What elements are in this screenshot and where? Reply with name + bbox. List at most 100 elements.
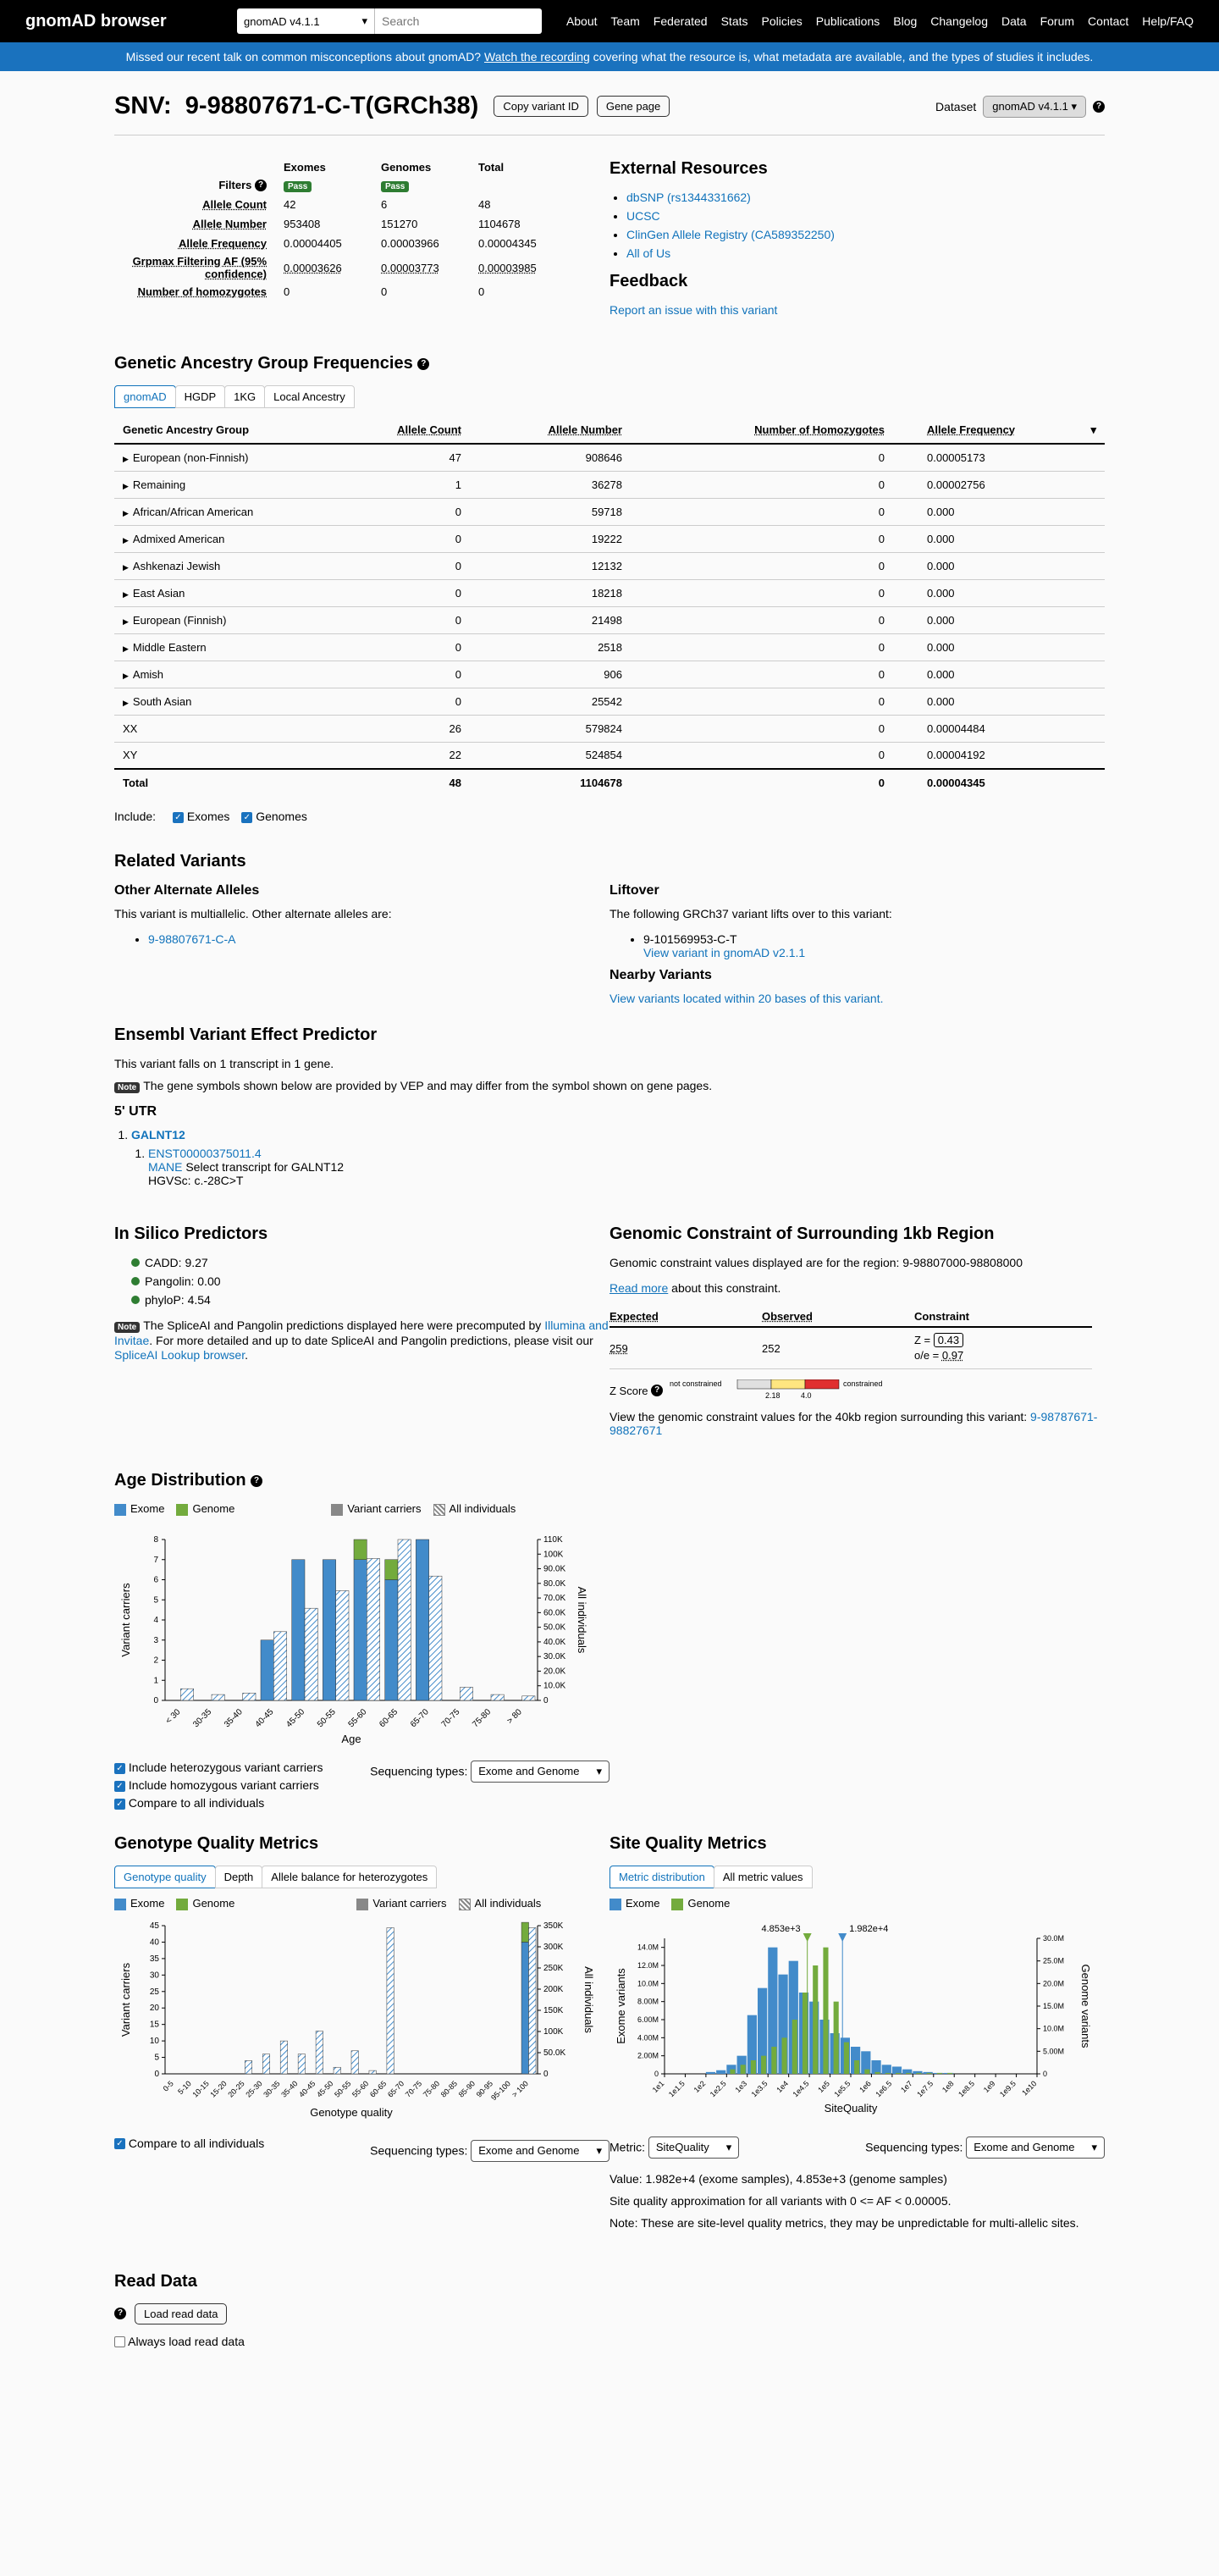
expand-icon[interactable]: ▶ [123, 698, 129, 707]
table-row[interactable]: ▶ Ashkenazi Jewish 0 12132 0 0.000 [114, 552, 1105, 580]
exomes-checkbox[interactable]: ✓ [172, 811, 184, 823]
nav-link-federated[interactable]: Federated [653, 14, 708, 28]
brand-logo[interactable]: gnomAD browser [25, 11, 167, 30]
seq-types-select[interactable]: Exome and Genome ▾ [471, 1760, 610, 1783]
expand-icon[interactable]: ▶ [123, 535, 129, 544]
other-allele-link[interactable]: 9-98807671-C-A [148, 932, 236, 946]
search-input[interactable] [375, 8, 542, 34]
tab-genotype-quality[interactable]: Genotype quality [114, 1865, 216, 1888]
dataset-dropdown-value: gnomAD v4.1.1 [992, 99, 1068, 113]
nav-link-policies[interactable]: Policies [761, 14, 803, 28]
tab-allele-balance-for-heterozygotes[interactable]: Allele balance for heterozygotes [262, 1865, 438, 1888]
help-icon[interactable]: ? [251, 1475, 263, 1488]
col-group[interactable]: Genetic Ancestry Group [114, 417, 326, 445]
region-link[interactable]: 9-98787671-98827671 [610, 1410, 1098, 1438]
gene-page-button[interactable]: Gene page [596, 96, 670, 117]
nav-link-publications[interactable]: Publications [815, 14, 880, 28]
help-icon[interactable]: ? [417, 357, 430, 370]
age-checkbox[interactable]: ✓ [114, 1762, 125, 1774]
read-more-link[interactable]: Read more [610, 1281, 669, 1295]
table-row[interactable]: ▶ Amish 0 906 0 0.000 [114, 661, 1105, 688]
col-homozygotes[interactable]: Number of Homozygotes [631, 417, 893, 445]
expand-icon[interactable]: ▶ [123, 562, 129, 572]
illumina-link[interactable]: Illumina and Invitae [114, 1318, 609, 1347]
predictor-item: Pangolin: 0.00 [131, 1274, 610, 1288]
external-link[interactable]: All of Us [626, 246, 671, 260]
tab-local-ancestry[interactable]: Local Ancestry [264, 385, 355, 408]
external-link[interactable]: dbSNP (rs1344331662) [626, 191, 751, 204]
table-row[interactable]: ▶ South Asian 0 25542 0 0.000 [114, 688, 1105, 716]
nav-link-changelog[interactable]: Changelog [930, 14, 989, 28]
x-tick-label: 65-70 [409, 1707, 431, 1729]
table-row[interactable]: ▶ African/African American 0 59718 0 0.000 [114, 498, 1105, 526]
banner-link[interactable]: Watch the recording [484, 50, 590, 64]
age-checkbox[interactable]: ✓ [114, 1780, 125, 1792]
y-tick-label: 8.00M [637, 1997, 659, 2005]
tab-depth[interactable]: Depth [214, 1865, 263, 1888]
expand-icon[interactable]: ▶ [123, 481, 129, 490]
table-row[interactable]: ▶ East Asian 0 18218 0 0.000 [114, 579, 1105, 607]
nav-link-blog[interactable]: Blog [893, 14, 918, 28]
external-link[interactable]: UCSC [626, 209, 660, 223]
gene-link[interactable]: GALNT12 [131, 1128, 185, 1142]
col-allele-number[interactable]: Allele Number [470, 417, 631, 445]
table-row[interactable]: ▶ Admixed American 0 19222 0 0.000 [114, 525, 1105, 553]
expand-icon[interactable]: ▶ [123, 454, 129, 463]
seq-types-select[interactable]: Exome and Genome ▾ [966, 2136, 1105, 2159]
nav-link-stats[interactable]: Stats [720, 14, 748, 28]
col-allele-count[interactable]: Allele Count [326, 417, 470, 445]
expand-icon[interactable]: ▶ [123, 589, 129, 599]
dataset-select[interactable]: gnomAD v4.1.1 ▾ [237, 8, 375, 34]
nav-link-team[interactable]: Team [610, 14, 640, 28]
nav-link-about[interactable]: About [565, 14, 598, 28]
y-right-tick-label: 30.0M [1043, 1934, 1064, 1943]
tab-hgdp[interactable]: HGDP [174, 385, 226, 408]
tab-1kg[interactable]: 1KG [224, 385, 266, 408]
bar-exome [384, 1579, 399, 1701]
expand-icon[interactable]: ▶ [123, 508, 129, 517]
always-load-checkbox[interactable] [114, 2336, 125, 2348]
table-cell: 0 [326, 688, 470, 716]
tab-gnomad[interactable]: gnomAD [114, 385, 176, 408]
liftover-link[interactable]: View variant in gnomAD v2.1.1 [643, 946, 806, 959]
table-row[interactable]: ▶ European (non-Finnish) 47 908646 0 0.000051… [114, 444, 1105, 472]
age-checkbox[interactable]: ✓ [114, 1798, 125, 1810]
metric-select[interactable]: SiteQuality ▾ [648, 2136, 740, 2159]
not-constrained-label: not constrained [670, 1379, 722, 1388]
col-allele-frequency[interactable]: Allele Frequency ▾ [893, 417, 1105, 445]
load-read-data-button[interactable]: Load read data [135, 2302, 228, 2324]
nav-link-contact[interactable]: Contact [1088, 14, 1129, 28]
status-dot-icon [131, 1296, 140, 1304]
bar-all-individuals [211, 1694, 225, 1701]
compare-checkbox[interactable]: ✓ [114, 2138, 125, 2150]
x-tick-label: 1e1.5 [667, 2079, 687, 2098]
expand-icon[interactable]: ▶ [123, 644, 129, 653]
help-icon[interactable]: ? [1093, 100, 1105, 113]
external-link[interactable]: ClinGen Allele Registry (CA589352250) [626, 228, 835, 241]
mane-link[interactable]: MANE [148, 1160, 183, 1174]
expand-icon[interactable]: ▶ [123, 616, 129, 626]
dataset-dropdown[interactable]: gnomAD v4.1.1 ▾ [983, 95, 1086, 118]
seq-types-select[interactable]: Exome and Genome ▾ [471, 2139, 610, 2162]
cell-value: 0 [878, 721, 885, 735]
report-issue-link[interactable]: Report an issue with this variant [610, 303, 778, 317]
transcript-link[interactable]: ENST00000375011.4 [148, 1147, 262, 1160]
nav-link-forum[interactable]: Forum [1040, 14, 1075, 28]
copy-variant-id-button[interactable]: Copy variant ID [494, 96, 588, 117]
help-icon[interactable]: ? [114, 2308, 126, 2319]
table-row[interactable]: ▶ Middle Eastern 0 2518 0 0.000 [114, 633, 1105, 661]
genomes-checkbox[interactable]: ✓ [241, 811, 253, 823]
table-row[interactable]: ▶ European (Finnish) 0 21498 0 0.000 [114, 606, 1105, 634]
tab-all-metric-values[interactable]: All metric values [713, 1865, 813, 1888]
expand-icon[interactable]: ▶ [123, 671, 129, 680]
tab-metric-distribution[interactable]: Metric distribution [610, 1865, 714, 1888]
help-icon[interactable]: ? [255, 180, 267, 192]
nav-link-data[interactable]: Data [1001, 14, 1027, 28]
cell-value: 0.00004484 [927, 721, 985, 735]
cell-value: 0 [878, 505, 885, 518]
nearby-link[interactable]: View variants located within 20 bases of… [610, 992, 884, 1005]
help-icon[interactable]: ? [651, 1385, 664, 1397]
table-row[interactable]: ▶ Remaining 1 36278 0 0.00002756 [114, 471, 1105, 499]
spliceai-link[interactable]: SpliceAI Lookup browser [114, 1348, 245, 1362]
nav-link-helpfaq[interactable]: Help/FAQ [1142, 14, 1194, 28]
